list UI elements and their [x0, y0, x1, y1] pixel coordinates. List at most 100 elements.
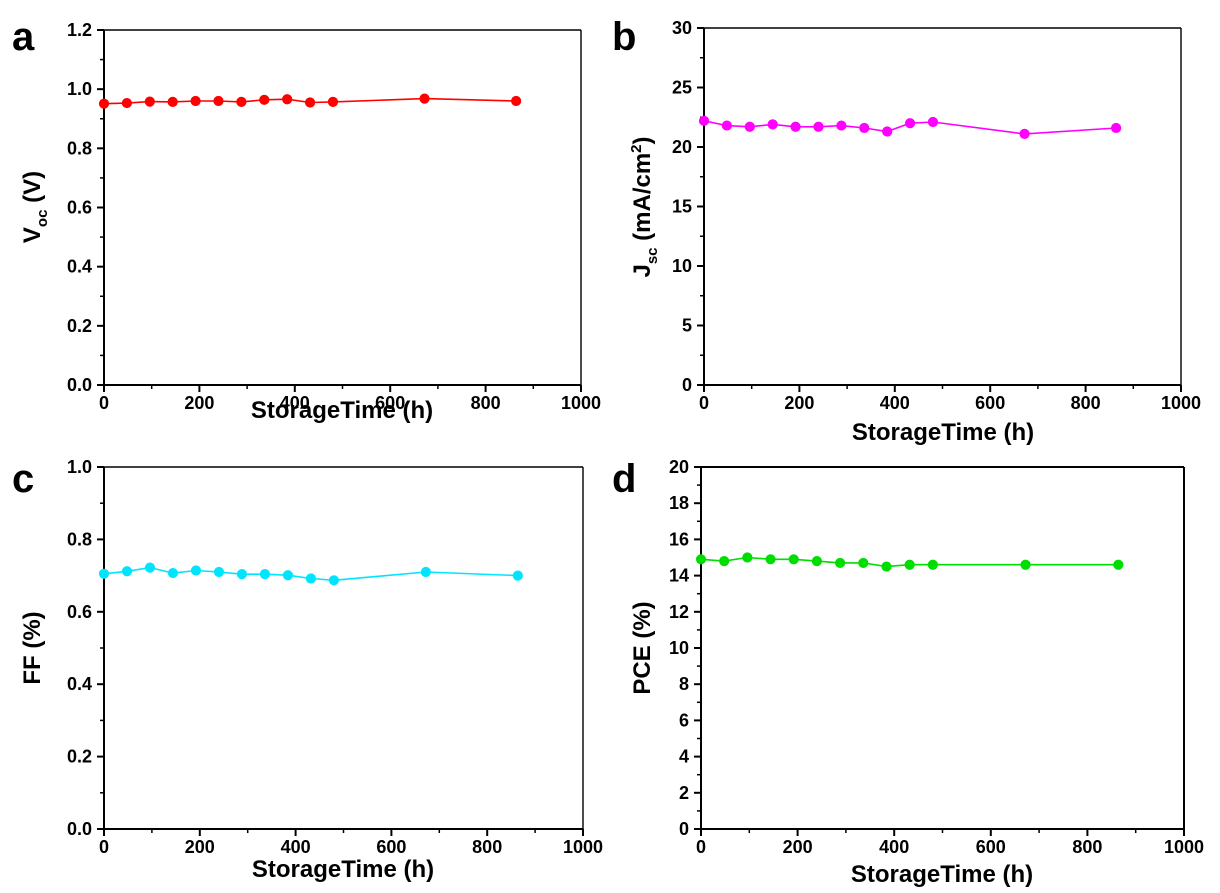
x-tick-label: 800 — [472, 837, 502, 857]
data-point — [765, 554, 776, 565]
x-axis-title: StorageTime (h) — [852, 419, 1034, 446]
data-point — [236, 569, 248, 580]
data-point — [698, 115, 710, 126]
data-point — [835, 557, 846, 569]
x-tick-label: 0 — [99, 393, 109, 413]
x-tick-label: 1000 — [563, 837, 603, 857]
x-tick-label: 200 — [184, 393, 214, 413]
x-tick-label: 0 — [699, 393, 709, 413]
data-point — [236, 96, 247, 107]
data-point — [511, 95, 522, 107]
data-point — [144, 96, 155, 107]
data-point — [305, 573, 317, 584]
data-point — [695, 554, 707, 565]
panel-a: 0 200 400 600 800 1000 0.0 0.2 0.4 0.6 0.8 1.0 1.2 a S… — [12, 15, 601, 424]
data-point — [1113, 559, 1124, 570]
data-point — [167, 567, 179, 579]
panel-letter: d — [612, 457, 636, 501]
panel-letter: c — [12, 457, 34, 501]
y-tick-label: 0 — [679, 819, 689, 839]
y-tick-label: 8 — [679, 674, 689, 694]
y-tick-label: 1.0 — [67, 457, 92, 477]
x-tick-label: 800 — [471, 393, 501, 413]
y-tick-label: 1.2 — [67, 20, 92, 40]
data-point — [788, 554, 799, 565]
y-tick-label: 30 — [672, 18, 692, 38]
x-tick-label: 200 — [783, 837, 813, 857]
x-axis-title: StorageTime (h) — [252, 856, 434, 883]
y-axis-title: Jsc (mA/cm2) — [628, 136, 661, 277]
data-point — [927, 116, 939, 128]
data-point — [190, 565, 202, 576]
x-tick-label: 600 — [975, 393, 1005, 413]
data-point — [742, 552, 753, 563]
data-point — [144, 562, 156, 573]
data-point — [328, 575, 340, 586]
x-tick-label: 600 — [376, 837, 406, 857]
data-point — [512, 570, 523, 581]
data-point — [811, 556, 823, 567]
x-tick-label: 400 — [880, 393, 910, 413]
y-tick-label: 6 — [679, 710, 689, 730]
y-tick-label: 5 — [682, 316, 692, 336]
panel-b: 0 200 400 600 800 1000 0 5 10 15 20 25 30 b StorageTim… — [612, 15, 1201, 446]
data-point — [836, 120, 847, 131]
y-axis-title: PCE (%) — [629, 601, 656, 694]
x-tick-label: 800 — [1072, 837, 1102, 857]
y-tick-label: 20 — [669, 457, 689, 477]
data-point — [327, 96, 339, 107]
x-tick-label: 0 — [696, 837, 706, 857]
data-point — [790, 121, 801, 132]
data-point — [259, 569, 271, 580]
data-point — [282, 570, 294, 581]
y-tick-label: 25 — [672, 78, 692, 98]
data-point — [1020, 559, 1031, 570]
data-point — [419, 93, 430, 104]
y-tick-label: 16 — [669, 529, 689, 549]
data-point — [719, 556, 730, 567]
y-tick-label: 0.0 — [67, 819, 92, 839]
data-point — [167, 96, 178, 107]
y-tick-label: 4 — [679, 747, 689, 767]
data-point — [213, 95, 224, 107]
y-tick-label: 0.8 — [67, 138, 92, 158]
x-tick-label: 600 — [976, 837, 1006, 857]
data-point — [420, 566, 431, 578]
y-axis-title: Voc (V) — [19, 171, 51, 243]
y-tick-label: 12 — [669, 602, 689, 622]
y-tick-label: 20 — [672, 137, 692, 157]
panel-c: 0 200 400 600 800 1000 0.0 0.2 0.4 0.6 0.8 1.0 c Stor… — [12, 457, 603, 883]
x-tick-label: 400 — [879, 837, 909, 857]
y-tick-label: 0.6 — [67, 602, 92, 622]
y-tick-label: 1.0 — [67, 79, 92, 99]
data-point — [98, 98, 110, 109]
y-tick-label: 10 — [669, 638, 689, 658]
data-point — [859, 122, 870, 134]
x-tick-label: 0 — [99, 837, 109, 857]
data-point — [767, 119, 778, 130]
x-tick-label: 1000 — [1164, 837, 1204, 857]
data-point — [744, 121, 755, 132]
data-point — [927, 559, 938, 570]
x-tick-label: 200 — [784, 393, 814, 413]
data-point — [121, 97, 132, 109]
x-tick-label: 200 — [185, 837, 215, 857]
data-point — [121, 566, 133, 577]
x-tick-label: 800 — [1071, 393, 1101, 413]
data-point — [904, 559, 915, 570]
y-tick-label: 0.0 — [67, 375, 92, 395]
y-tick-label: 0 — [682, 375, 692, 395]
data-point — [858, 557, 869, 569]
data-point — [1111, 122, 1122, 134]
y-tick-label: 0.4 — [67, 257, 92, 277]
x-tick-label: 600 — [375, 393, 405, 413]
y-tick-label: 0.2 — [67, 316, 92, 336]
y-tick-label: 15 — [672, 197, 692, 217]
x-tick-label: 400 — [280, 393, 310, 413]
data-point — [259, 94, 270, 105]
data-point — [1019, 128, 1030, 140]
x-axis-title: StorageTime (h) — [851, 861, 1033, 888]
data-point — [213, 566, 225, 578]
panel-letter: a — [12, 15, 35, 59]
